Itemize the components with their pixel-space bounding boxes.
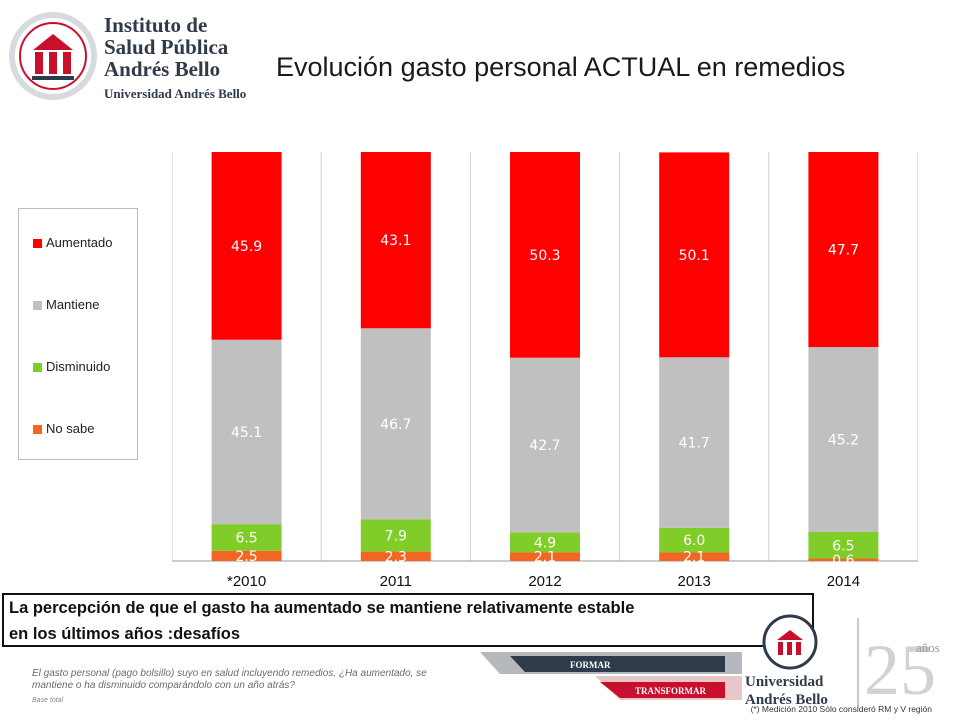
bar-segment-disminuido-2013	[659, 527, 730, 553]
bar-segment-aumentado-2013	[659, 152, 730, 358]
data-label: 6.5	[235, 530, 257, 546]
data-label: 45.9	[231, 239, 262, 255]
legend-swatch-disminuido	[33, 363, 42, 373]
bar-segment-aumentado-2012	[510, 152, 580, 358]
data-label: 45.1	[231, 425, 262, 441]
data-label: 46.7	[380, 417, 411, 433]
x-tick-label: 2014	[827, 573, 860, 590]
data-label: 45.2	[828, 433, 859, 449]
x-axis-tick-labels: *2010 2011 2012 2013 2014	[227, 573, 860, 590]
data-label: 43.1	[380, 233, 411, 249]
x-tick-label: 2013	[678, 573, 711, 590]
x-tick-label: *2010	[227, 573, 266, 590]
bar-segment-aumentado-2011	[360, 152, 431, 329]
legend-swatch-mantiene	[33, 301, 42, 311]
bar-segment-no-sabe-2014	[808, 558, 879, 561]
chart-bars	[211, 152, 879, 561]
chart-legend: Aumentado Mantiene Disminuido No sabe	[18, 208, 138, 460]
data-label: 4.9	[534, 535, 556, 551]
bar-segment-no-sabe-2010	[211, 550, 282, 561]
bar-segment-disminuido-2011	[360, 519, 431, 552]
bar-segment-mantiene-2012	[510, 357, 580, 533]
data-label: 42.7	[529, 438, 560, 454]
formar-transformar-bands: FORMAR TRANSFORMAR	[480, 652, 742, 700]
bar-segment-disminuido-2014	[808, 531, 879, 559]
uab-line-2: Andrés Bello	[745, 692, 828, 708]
formar-label: FORMAR	[570, 660, 611, 670]
data-label: 6.5	[832, 538, 854, 554]
data-label: 2.1	[534, 550, 556, 566]
legend-item-disminuido: Disminuido	[33, 359, 110, 374]
stacked-bar-chart: 2.56.545.145.92.37.946.743.12.14.942.750…	[172, 152, 918, 590]
legend-item-aumentado: Aumentado	[33, 235, 113, 250]
bar-segment-disminuido-2012	[510, 532, 580, 553]
uab-line-1: Universidad	[745, 674, 824, 690]
bar-segment-mantiene-2013	[659, 357, 730, 528]
data-label: 2.1	[683, 550, 705, 566]
25-anniversary-mark: 25 años	[857, 618, 940, 708]
data-label: 2.5	[235, 549, 257, 565]
data-label: 41.7	[679, 436, 710, 452]
bar-segment-no-sabe-2011	[360, 551, 431, 561]
callout-box: La percepción de que el gasto ha aumenta…	[2, 593, 814, 647]
data-label: 6.0	[683, 533, 705, 549]
legend-item-mantiene: Mantiene	[33, 297, 99, 312]
bar-segment-aumentado-2014	[808, 152, 879, 348]
bar-segment-aumentado-2010	[211, 152, 282, 340]
bar-segment-mantiene-2014	[808, 347, 879, 532]
legend-swatch-aumentado	[33, 239, 42, 249]
x-tick-label: 2012	[528, 573, 561, 590]
institute-name: Instituto de Salud Pública Andrés Bello	[104, 13, 229, 81]
callout-line-1: La percepción de que el gasto ha aumenta…	[9, 599, 635, 617]
data-label: 7.9	[385, 528, 407, 544]
bar-segment-no-sabe-2012	[510, 552, 580, 561]
data-label: 0.6	[832, 553, 854, 569]
anos-label: años	[916, 640, 940, 655]
bar-segment-no-sabe-2013	[659, 552, 730, 561]
bar-segment-mantiene-2011	[360, 328, 431, 520]
chart-data-labels: 2.56.545.145.92.37.946.743.12.14.942.750…	[231, 233, 859, 569]
bar-segment-mantiene-2010	[211, 339, 282, 525]
svg-text:25: 25	[864, 630, 936, 708]
institute-logo	[9, 12, 97, 100]
x-tick-label: 2011	[380, 573, 412, 590]
data-label: 47.7	[828, 243, 859, 259]
page-title: Evolución gasto personal ACTUAL en remed…	[276, 52, 846, 82]
data-label: 2.3	[385, 549, 407, 565]
survey-question-note: El gasto personal (pago bolsillo) suyo e…	[32, 668, 427, 691]
footnote: (*) Medición 2010 Sólo consideró RM y V …	[750, 704, 932, 714]
bar-segment-disminuido-2010	[211, 524, 282, 551]
data-label: 50.3	[529, 248, 560, 264]
university-logo: Universidad Andrés Bello	[745, 614, 828, 708]
data-label: 50.1	[679, 248, 710, 264]
transformar-label: TRANSFORMAR	[635, 686, 706, 696]
callout-line-2: en los últimos años :desafíos	[9, 625, 241, 643]
university-name: Universidad Andrés Bello	[104, 86, 247, 101]
legend-item-no-sabe: No sabe	[33, 421, 94, 436]
legend-swatch-no-sabe	[33, 425, 42, 435]
base-note: Base total	[32, 697, 64, 704]
